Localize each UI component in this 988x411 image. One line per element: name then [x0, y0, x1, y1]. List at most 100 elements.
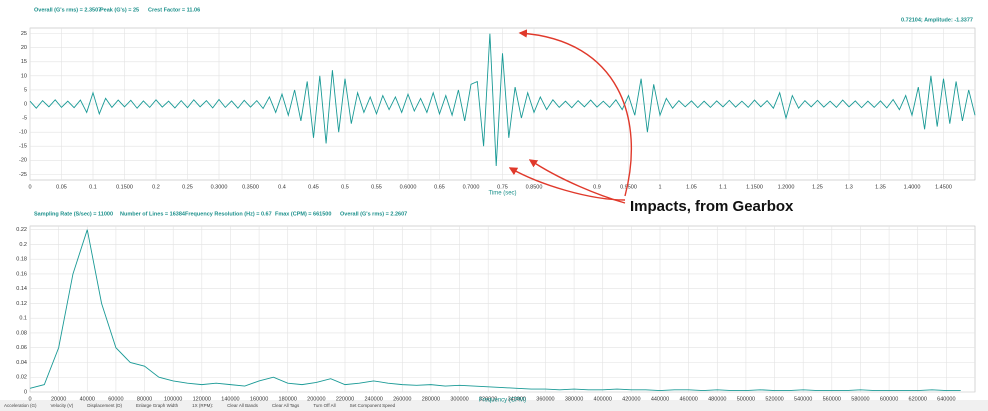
y-tick-label: -15 — [19, 144, 27, 150]
x-tick-label: 560000 — [823, 396, 841, 402]
x-tick-label: 0.4 — [278, 184, 286, 190]
x-tick-label: 0.9500 — [620, 184, 637, 190]
x-tick-label: 1.4500 — [935, 184, 952, 190]
x-tick-label: 300000 — [450, 396, 468, 402]
x-tick-label: 480000 — [708, 396, 726, 402]
toolbar-item[interactable]: Enlarge Graph Width — [136, 403, 179, 408]
toolbar-item[interactable]: 1X (RPM): — [192, 403, 213, 408]
toolbar-item[interactable]: Acceleration (G) — [4, 403, 37, 408]
header-stat: Number of Lines = 16384 — [120, 211, 186, 217]
x-tick-label: 0.25 — [182, 184, 193, 190]
header-stat: Sampling Rate (S/sec) = 11000 — [34, 211, 113, 217]
x-tick-label: 460000 — [679, 396, 697, 402]
x-tick-label: 1.2000 — [778, 184, 795, 190]
toolbar-item[interactable]: Clear All Bands — [227, 403, 259, 408]
y-tick-label: 25 — [21, 31, 27, 37]
plot-area — [29, 225, 976, 393]
x-tick-label: 260000 — [393, 396, 411, 402]
x-tick-label: 280000 — [422, 396, 440, 402]
x-tick-label: 620000 — [909, 396, 927, 402]
x-tick-label: 0.3500 — [242, 184, 259, 190]
y-tick-label: -5 — [22, 116, 27, 122]
annotation: Impacts, from Gearbox — [630, 198, 794, 215]
toolbar-item[interactable]: Displacement (D) — [87, 403, 122, 408]
x-tick-label: 0.2 — [152, 184, 160, 190]
x-tick-label: 140000 — [221, 396, 239, 402]
toolbar: Acceleration (G) Velocity (V) Displacement… — [4, 403, 396, 408]
x-axis-label: Frequency (CPM) — [479, 398, 526, 404]
x-tick-label: 220000 — [336, 396, 354, 402]
x-tick-label: 520000 — [765, 396, 783, 402]
y-tick-label: 0 — [24, 101, 27, 107]
x-tick-label: 0.75 — [497, 184, 508, 190]
x-tick-label: 340000 — [508, 396, 526, 402]
x-tick-label: 0.05 — [56, 184, 67, 190]
y-tick-label: 5 — [24, 87, 27, 93]
x-tick-label: 100000 — [164, 396, 182, 402]
x-tick-label: 0.6000 — [400, 184, 417, 190]
x-tick-label: 0.1 — [89, 184, 97, 190]
x-tick-label: 0 — [28, 184, 31, 190]
x-tick-label: 420000 — [622, 396, 640, 402]
x-tick-label: 1.1500 — [746, 184, 763, 190]
annotation-arrows — [508, 29, 632, 204]
x-tick-label: 1 — [658, 184, 661, 190]
x-tick-label: 0.3000 — [211, 184, 228, 190]
header-stat: Crest Factor = 11.06 — [148, 7, 200, 13]
toolbar-item[interactable]: Velocity (V) — [51, 403, 74, 408]
x-tick-label: 0.5 — [341, 184, 349, 190]
y-tick-label: 15 — [21, 59, 27, 65]
toolbar-item[interactable]: Clear All Tags — [272, 403, 300, 408]
toolbar-item[interactable]: Set Component Speed — [350, 403, 396, 408]
x-tick-label: 120000 — [193, 396, 211, 402]
toolbar-bg — [0, 400, 988, 411]
y-tick-label: 0.18 — [16, 257, 27, 263]
x-tick-label: 360000 — [536, 396, 554, 402]
header-stat: Fmax (CPM) = 661500 — [275, 211, 331, 217]
toolbar-item[interactable]: Turn Off All — [313, 403, 335, 408]
series-line — [29, 229, 961, 391]
x-tick-label: 160000 — [250, 396, 268, 402]
y-tick-label: 10 — [21, 73, 27, 79]
header-stat: Frequency Resolution (Hz) = 0.67 — [185, 211, 272, 217]
y-tick-label: -20 — [19, 158, 27, 164]
x-tick-label: 440000 — [651, 396, 669, 402]
x-tick-label: 1.4000 — [904, 184, 921, 190]
cursor-readout: 0.72104; Amplitude: -1.3377 — [901, 17, 973, 23]
x-tick-label: 0.65 — [434, 184, 445, 190]
x-tick-label: 0.9 — [593, 184, 601, 190]
x-tick-label: 60000 — [108, 396, 123, 402]
header-stat: Peak (G's) = 25 — [100, 7, 139, 13]
x-tick-label: 40000 — [80, 396, 95, 402]
x-tick-label: 400000 — [594, 396, 612, 402]
x-tick-label: 580000 — [851, 396, 869, 402]
x-tick-label: 0.8500 — [526, 184, 543, 190]
x-tick-label: 1.05 — [686, 184, 697, 190]
x-tick-label: 20000 — [51, 396, 66, 402]
x-tick-label: 80000 — [137, 396, 152, 402]
y-tick-label: 0 — [24, 389, 27, 395]
x-tick-label: 240000 — [364, 396, 382, 402]
x-tick-label: 640000 — [937, 396, 955, 402]
y-tick-label: 20 — [21, 45, 27, 51]
arrow — [528, 159, 626, 204]
x-tick-label: 1.1 — [719, 184, 727, 190]
x-axis-label: Time (sec) — [488, 191, 516, 197]
x-tick-label: 1.35 — [875, 184, 886, 190]
x-tick-label: 0.45 — [308, 184, 319, 190]
y-tick-label: -25 — [19, 172, 27, 178]
x-tick-label: 1.25 — [812, 184, 823, 190]
x-tick-label: 600000 — [880, 396, 898, 402]
y-tick-label: 0.12 — [16, 301, 27, 307]
y-tick-label: 0.22 — [16, 227, 27, 233]
arrow — [518, 29, 632, 197]
x-tick-label: 500000 — [737, 396, 755, 402]
y-tick-label: 0.16 — [16, 271, 27, 277]
x-tick-label: 540000 — [794, 396, 812, 402]
y-tick-label: 0.08 — [16, 330, 27, 336]
x-tick-label: 380000 — [565, 396, 583, 402]
y-tick-label: 0.06 — [16, 345, 27, 351]
